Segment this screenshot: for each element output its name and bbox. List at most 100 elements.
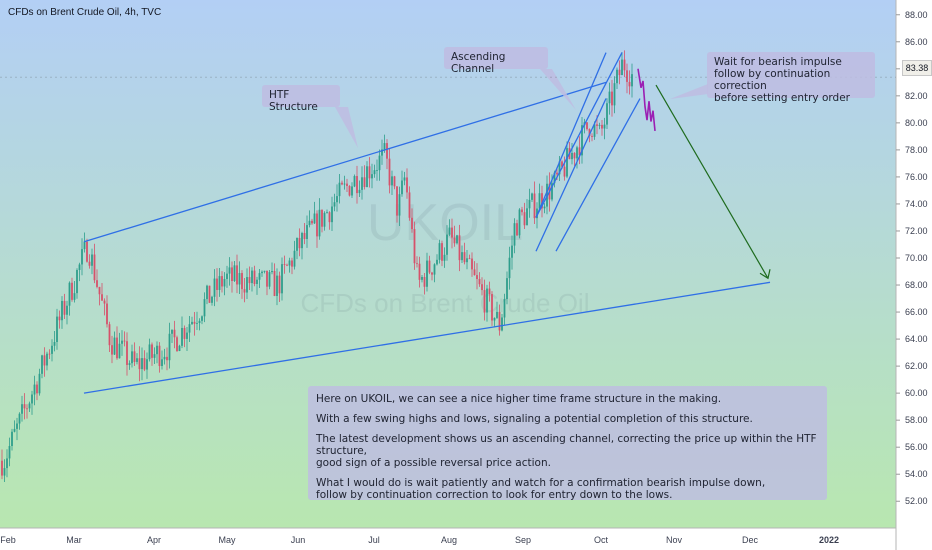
candle-body [306,225,308,239]
candle-body [26,408,28,410]
candle-body [253,270,256,284]
candle-body [68,282,71,306]
candle-body [573,152,576,159]
candle-body [228,267,231,274]
candle-body [448,227,451,235]
candle-body [431,272,433,275]
candle-body [131,351,133,364]
candle-body [578,147,581,156]
candle-body [41,355,43,374]
candle-body [183,327,186,339]
candle-body [93,254,96,281]
candle-body [308,220,311,226]
candle-body [403,177,406,181]
candle-body [178,345,181,352]
candle-body [478,279,481,285]
candle-body [11,431,13,447]
candle-body [521,209,523,213]
candle-body [338,182,341,197]
candle-body [473,269,476,276]
candle-body [143,358,146,370]
candle-body [201,316,203,321]
candle-body [508,257,511,279]
candle-body [336,196,338,203]
candle-body [33,384,36,395]
trendline-channel-upper[interactable] [535,52,607,218]
candle-body [263,270,266,272]
trendline-htf-lower[interactable] [83,281,771,394]
trendline-htf-upper[interactable] [83,81,607,243]
candle-body [123,340,126,342]
candle-body [631,74,633,87]
candle-body [528,199,531,209]
y-tick-label: 70.00 [905,253,928,263]
x-tick-label: Apr [147,535,161,545]
candle-body [196,323,198,324]
candle-body [396,186,398,216]
candle-body [421,277,423,280]
candle-body [411,217,413,230]
candle-body [461,252,463,261]
candle-body [471,258,473,270]
current-price-value: 83.38 [905,63,929,73]
candle-body [413,229,416,264]
candle-body [311,220,313,224]
candle-body [438,243,441,260]
candle-body [71,282,73,300]
candle-body [366,166,368,187]
x-tick-label: Mar [66,535,82,545]
y-tick-label: 74.00 [905,199,928,209]
note-paragraph-3: The latest development shows us an ascen… [316,433,817,469]
time-axis-background [0,528,896,550]
trendline-channel-lower-ext[interactable] [555,98,641,252]
candle-body [358,189,361,194]
candle-body [158,345,161,367]
htf-structure-text: HTF Structure [269,89,318,113]
candle-body [443,254,446,261]
candle-body [446,234,448,255]
candle-body [623,59,626,71]
candle-body [501,317,503,331]
candle-body [206,285,208,300]
candle-body [231,267,233,282]
candle-body [321,209,323,227]
candle-body [466,258,468,263]
candle-body [188,324,191,333]
candle-body [276,275,278,296]
candle-body [406,177,408,193]
candle-body [73,293,76,300]
candle-body [293,250,296,267]
candle-body [363,177,366,187]
candle-body [503,299,506,318]
candle-body [621,59,623,76]
note-paragraph-2: With a few swing highs and lows, signali… [316,413,753,425]
candle-body [218,276,221,290]
candle-body [608,91,611,104]
y-tick-label: 54.00 [905,469,928,479]
candle-body [243,289,246,293]
candle-body [108,324,111,346]
candle-body [13,428,16,432]
candle-body [513,223,516,246]
candle-body [251,270,253,284]
candle-body [388,158,391,186]
candle-body [151,344,153,358]
candle-body [516,223,518,236]
candle-body [543,206,546,209]
candle-body [393,176,396,187]
candle-body [318,209,321,237]
candle-body [121,340,123,344]
y-tick-label: 52.00 [905,496,928,506]
candle-body [376,170,378,171]
candle-body [113,337,116,355]
candle-body [268,272,271,287]
bearish-arrow[interactable] [655,84,769,279]
trendline-channel-upper-ext[interactable] [535,52,623,218]
candle-body [278,275,281,294]
chart-title: CFDs on Brent Crude Oil, 4h, TVC [8,7,162,18]
trendline-channel-lower[interactable] [535,98,607,252]
candle-body [3,468,6,476]
htf-structure-label: HTF Structure [262,85,340,113]
x-tick-label: Nov [666,535,683,545]
candle-body [368,166,371,179]
